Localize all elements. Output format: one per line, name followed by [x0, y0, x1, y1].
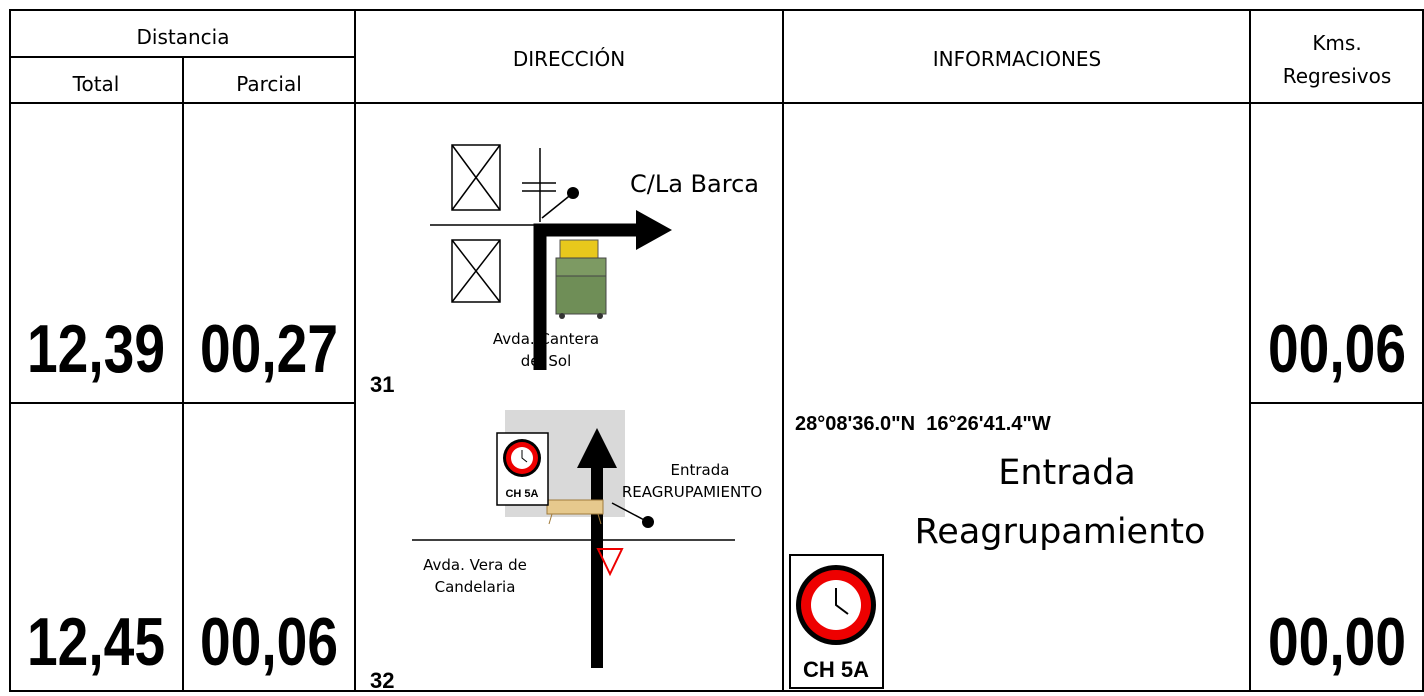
info-text: Entrada [998, 453, 1136, 493]
point [567, 187, 579, 199]
point [642, 516, 654, 528]
table-border [9, 9, 1424, 692]
yield-sign [596, 548, 624, 577]
remaining-distance: 00,00 [1268, 604, 1406, 680]
control-sign [496, 432, 549, 506]
street-label: Avda. Cantera [493, 330, 599, 348]
step-number: 31 [370, 372, 394, 397]
table-lines [10, 10, 1423, 691]
remaining-distance: 00,06 [1268, 311, 1406, 387]
street-label: C/La Barca [630, 170, 759, 198]
header-distance: Distancia [137, 25, 230, 49]
step-number: 32 [370, 668, 394, 692]
sign-label: CH 5A [505, 488, 538, 500]
sign-label: CH 5A [803, 657, 869, 682]
arrow-head [577, 428, 617, 468]
total-distance: 12,45 [27, 604, 165, 680]
control-sign [789, 554, 884, 689]
street-label: Candelaria [435, 578, 516, 596]
partial-distance: 00,27 [200, 311, 338, 387]
containers [555, 239, 607, 319]
arrow-head [636, 210, 672, 250]
total-distance: 12,39 [27, 311, 165, 387]
barrier [546, 499, 604, 525]
header-total: Total [72, 72, 120, 96]
header-info: INFORMACIONES [933, 47, 1102, 71]
street-label: Avda. Vera de [423, 556, 527, 574]
header-kms: Regresivos [1283, 64, 1392, 88]
street-label: del Sol [521, 352, 572, 370]
place-label: REAGRUPAMIENTO [622, 483, 762, 501]
header-partial: Parcial [236, 72, 302, 96]
partial-distance: 00,06 [200, 604, 338, 680]
pointer [611, 502, 649, 523]
diagram-1 [430, 144, 640, 370]
header-direction: DIRECCIÓN [513, 47, 625, 71]
header-kms: Kms. [1312, 31, 1361, 55]
place-label: Entrada [671, 461, 730, 479]
info-text: Reagrupamiento [915, 512, 1206, 552]
coordinates: 28°08'36.0"N 16°26'41.4"W [795, 413, 1051, 435]
